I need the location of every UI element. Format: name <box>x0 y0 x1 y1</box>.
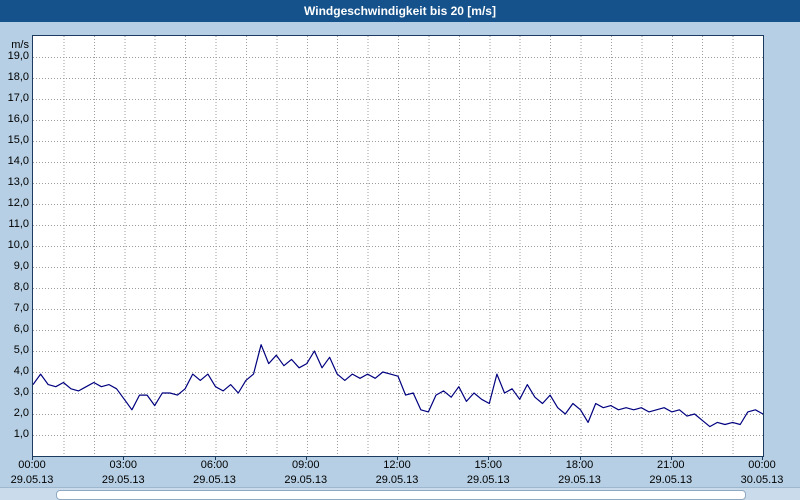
x-axis-tick <box>579 456 581 460</box>
y-axis-label: 11,0 <box>8 218 29 230</box>
x-axis-time-label: 00:00 <box>748 459 776 471</box>
x-axis-time-label: 06:00 <box>200 459 229 471</box>
y-axis-label: 10,0 <box>7 239 29 251</box>
y-axis-label: 9,0 <box>13 260 29 272</box>
x-axis-tick <box>32 456 33 460</box>
y-axis-label: 5,0 <box>13 344 29 356</box>
x-axis-date-label: 29.05.13 <box>375 474 419 486</box>
x-axis-date-label: 29.05.13 <box>284 474 328 486</box>
x-axis-date-label: 29.05.13 <box>649 474 693 486</box>
y-axis-label: 16,0 <box>7 113 29 125</box>
y-axis-unit-label: m/s <box>11 39 29 51</box>
x-axis-time-label: 03:00 <box>109 459 138 471</box>
x-axis-tick <box>214 456 216 460</box>
y-axis-label: 13,0 <box>7 176 29 188</box>
y-axis-label: 4,0 <box>13 365 29 377</box>
y-axis-label: 6,0 <box>13 323 29 335</box>
x-axis-date-label: 29.05.13 <box>10 474 54 486</box>
x-axis-time-label: 09:00 <box>291 459 320 471</box>
x-axis-time-label: 21:00 <box>656 459 685 471</box>
x-axis-date-label: 30.05.13 <box>740 474 784 486</box>
x-axis-date-label: 29.05.13 <box>466 474 510 486</box>
x-axis-tick <box>123 456 125 460</box>
y-axis-label: 1,0 <box>13 428 29 440</box>
x-axis-tick <box>397 456 398 460</box>
y-axis-label: 19,0 <box>7 50 29 62</box>
y-axis-label: 2,0 <box>13 407 29 419</box>
y-axis-label: 3,0 <box>13 386 29 398</box>
x-axis-date-label: 29.05.13 <box>558 474 601 486</box>
y-axis-label: 8,0 <box>13 281 29 293</box>
chart-title: Windgeschwindigkeit bis 20 [m/s] <box>304 4 496 18</box>
plot-area <box>32 35 764 457</box>
horizontal-scrollbar[interactable] <box>0 487 800 500</box>
x-axis-tick <box>488 456 490 460</box>
x-axis-time-label: 00:00 <box>18 459 46 471</box>
x-axis-tick <box>762 456 763 460</box>
y-axis-label: 12,0 <box>7 197 29 209</box>
y-axis-label: 14,0 <box>7 155 29 167</box>
wind-speed-chart <box>33 36 763 456</box>
x-axis-date-label: 29.05.13 <box>101 474 145 486</box>
x-axis-tick <box>670 456 672 460</box>
x-axis-time-label: 15:00 <box>474 459 503 471</box>
x-axis-time-label: 18:00 <box>565 459 594 471</box>
y-axis-label: 17,0 <box>7 92 29 104</box>
x-axis-time-label: 12:00 <box>383 459 411 471</box>
wind-speed-line <box>33 344 763 428</box>
y-axis-label: 7,0 <box>13 302 29 314</box>
title-bar: Windgeschwindigkeit bis 20 [m/s] <box>0 0 800 22</box>
y-axis-label: 18,0 <box>7 71 29 83</box>
scrollbar-thumb[interactable] <box>56 490 746 500</box>
y-axis-label: 15,0 <box>7 134 29 146</box>
x-axis-tick <box>305 456 307 460</box>
x-axis-date-label: 29.05.13 <box>193 474 236 486</box>
